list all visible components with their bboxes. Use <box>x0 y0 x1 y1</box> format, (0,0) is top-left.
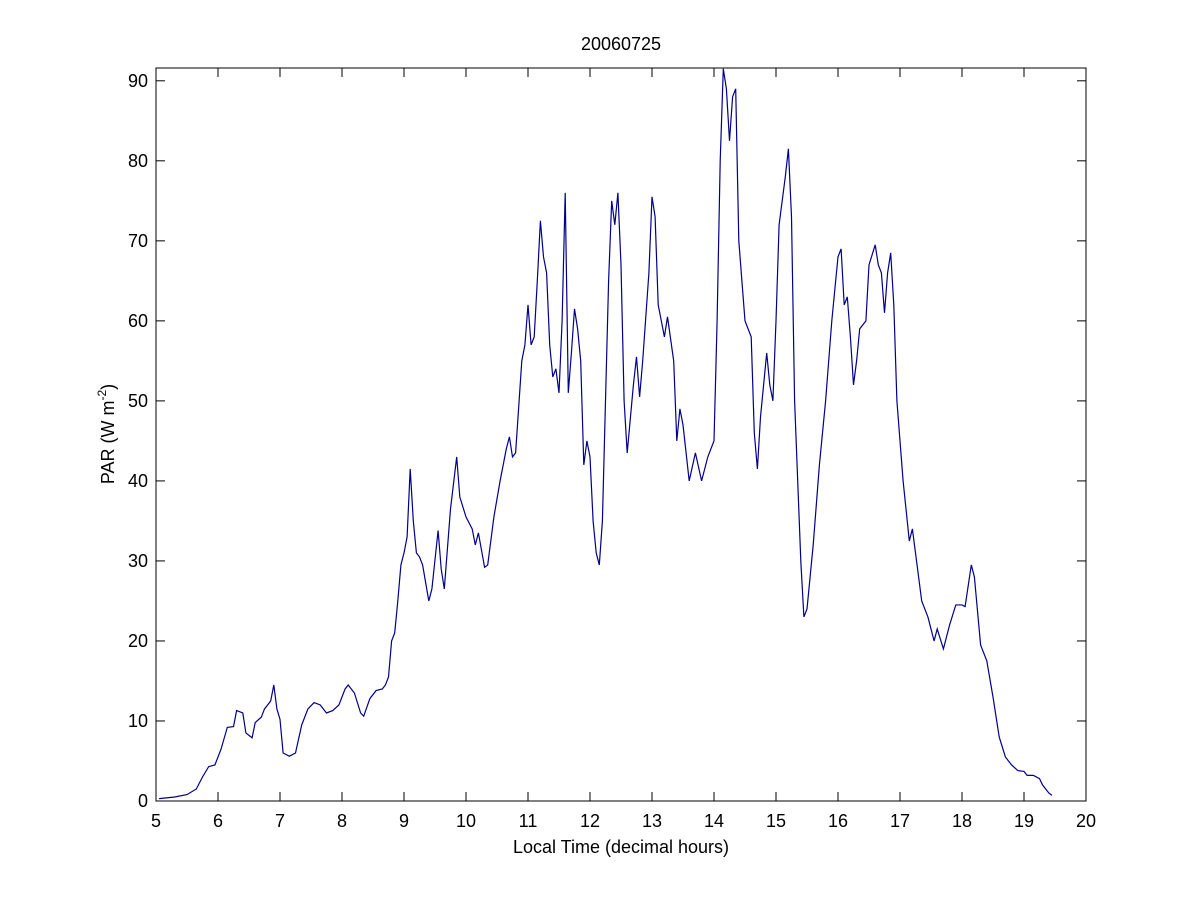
y-label-base: PAR (W m <box>98 401 118 485</box>
y-tick-label: 50 <box>128 391 148 411</box>
y-label-sup: -2 <box>95 390 109 401</box>
x-tick-label: 15 <box>766 811 786 831</box>
x-tick-label: 5 <box>151 811 161 831</box>
y-label-suffix: ) <box>98 384 118 390</box>
y-tick-label: 20 <box>128 631 148 651</box>
data-line <box>159 68 1053 800</box>
y-tick-label: 0 <box>138 791 148 811</box>
x-tick-label: 7 <box>275 811 285 831</box>
y-tick-label: 30 <box>128 551 148 571</box>
x-tick-label: 11 <box>519 811 538 831</box>
x-tick-label: 6 <box>213 811 223 831</box>
y-tick-label: 70 <box>128 231 148 251</box>
y-tick-label: 80 <box>128 151 148 171</box>
y-axis-label: PAR (W m-2) <box>95 384 118 484</box>
x-tick-label: 20 <box>1076 811 1096 831</box>
chart-title: 20060725 <box>581 34 661 54</box>
x-tick-label: 16 <box>828 811 848 831</box>
y-tick-label: 40 <box>128 471 148 491</box>
x-tick-label: 10 <box>456 811 476 831</box>
x-tick-label: 17 <box>890 811 910 831</box>
x-tick-label: 8 <box>337 811 347 831</box>
x-tick-label: 9 <box>399 811 409 831</box>
axes-box <box>155 67 1087 802</box>
x-axis-label: Local Time (decimal hours) <box>513 837 729 857</box>
x-tick-label: 19 <box>1014 811 1034 831</box>
x-tick-label: 14 <box>704 811 724 831</box>
y-tick-label: 10 <box>128 711 148 731</box>
x-tick-label: 18 <box>952 811 972 831</box>
y-tick-label: 60 <box>128 311 148 331</box>
y-tick-label: 90 <box>128 71 148 91</box>
x-tick-label: 13 <box>642 811 662 831</box>
x-tick-label: 12 <box>580 811 600 831</box>
